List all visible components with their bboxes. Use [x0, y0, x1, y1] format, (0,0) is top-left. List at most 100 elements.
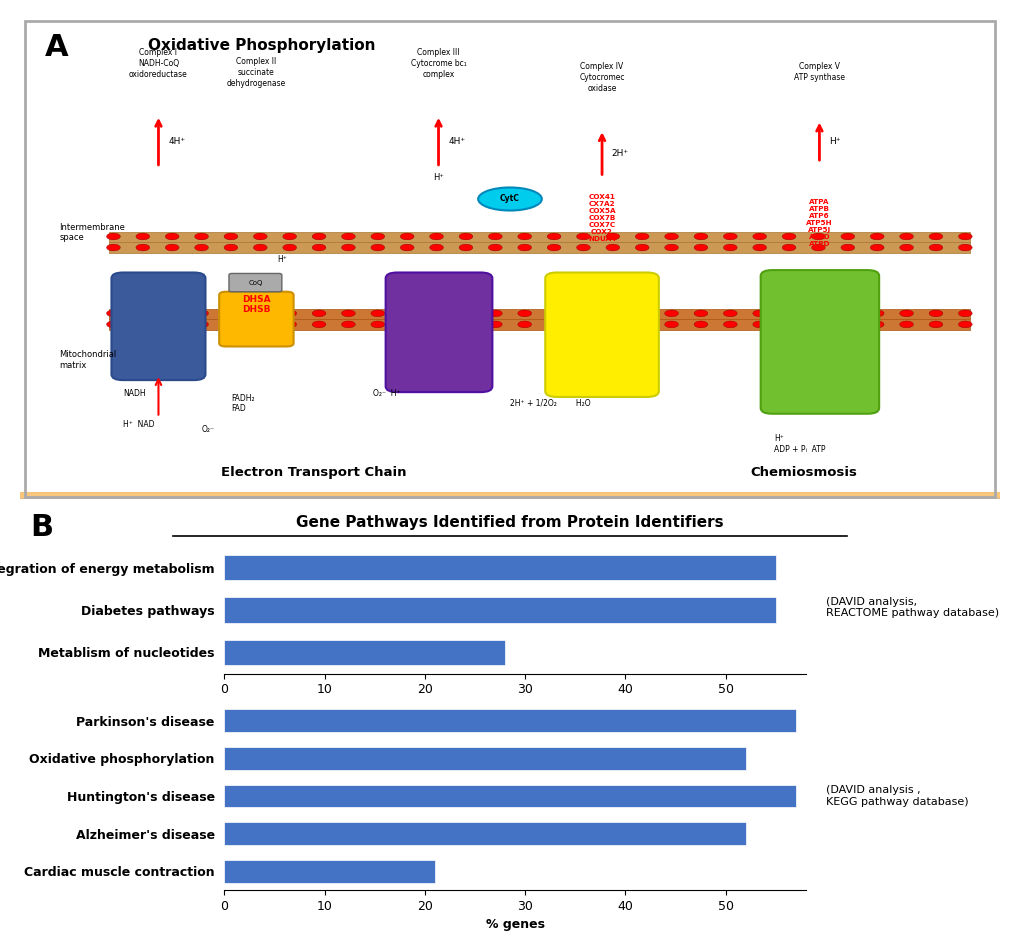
Circle shape: [576, 310, 590, 317]
Bar: [20, 495, 999, 497]
Text: ATPA
ATPB
ATP6
ATP5H
ATP5J
ATPO
ATPD: ATPA ATPB ATP6 ATP5H ATP5J ATPO ATPD: [805, 199, 832, 247]
Bar: [20, 494, 999, 496]
Circle shape: [282, 321, 297, 328]
Bar: [20, 495, 999, 498]
Bar: [20, 496, 999, 499]
Circle shape: [341, 244, 355, 251]
Text: O₂⁻: O₂⁻: [202, 425, 214, 434]
Circle shape: [869, 310, 883, 317]
Bar: [20, 494, 999, 496]
Bar: [20, 494, 999, 496]
Text: Complex I
NADH-CoQ
oxidoreductase: Complex I NADH-CoQ oxidoreductase: [129, 48, 187, 79]
Circle shape: [165, 233, 179, 240]
Bar: [20, 495, 999, 498]
Circle shape: [459, 244, 473, 251]
Bar: [20, 495, 999, 498]
Circle shape: [605, 244, 620, 251]
Bar: [224, 860, 434, 883]
Bar: [20, 494, 999, 496]
Circle shape: [312, 244, 326, 251]
Text: Complex II
succinate
dehydrogenase: Complex II succinate dehydrogenase: [226, 57, 285, 89]
FancyBboxPatch shape: [219, 292, 293, 347]
Bar: [20, 495, 999, 498]
Text: CytC: CytC: [499, 194, 520, 203]
Bar: [224, 747, 745, 770]
Bar: [20, 495, 999, 498]
Text: (DAVID analysis,
REACTOME pathway database): (DAVID analysis, REACTOME pathway databa…: [825, 597, 999, 618]
Bar: [20, 494, 999, 496]
Circle shape: [899, 244, 913, 251]
Bar: [20, 494, 999, 497]
Circle shape: [165, 244, 179, 251]
Bar: [20, 495, 999, 497]
Bar: [20, 495, 999, 498]
Bar: [20, 495, 999, 499]
Circle shape: [371, 321, 384, 328]
Circle shape: [958, 321, 971, 328]
Bar: [20, 494, 999, 497]
Text: Intermembrane
space: Intermembrane space: [59, 223, 125, 242]
Text: A: A: [45, 33, 68, 62]
Circle shape: [312, 321, 326, 328]
Circle shape: [165, 310, 179, 317]
Bar: [20, 493, 999, 496]
Circle shape: [106, 310, 120, 317]
Bar: [20, 494, 999, 497]
Text: H⁺
ADP + Pᵢ  ATP: H⁺ ADP + Pᵢ ATP: [773, 434, 825, 454]
Text: H⁺: H⁺: [828, 137, 840, 146]
Bar: [20, 495, 999, 499]
Bar: [20, 495, 999, 498]
Circle shape: [958, 310, 971, 317]
Circle shape: [282, 310, 297, 317]
Circle shape: [605, 233, 620, 240]
Text: 2H⁺: 2H⁺: [611, 149, 629, 158]
Circle shape: [312, 310, 326, 317]
Circle shape: [253, 233, 267, 240]
Bar: [20, 495, 999, 497]
Bar: [20, 495, 999, 498]
Bar: [20, 495, 999, 498]
Bar: [20, 495, 999, 497]
Text: FADH₂
FAD: FADH₂ FAD: [230, 394, 255, 413]
Circle shape: [782, 233, 795, 240]
Bar: [20, 495, 999, 499]
Bar: [20, 495, 999, 497]
Text: B: B: [31, 513, 54, 543]
Bar: [20, 495, 999, 499]
Bar: [20, 495, 999, 498]
Bar: [20, 495, 999, 497]
Circle shape: [136, 244, 150, 251]
Bar: [20, 493, 999, 496]
Circle shape: [635, 321, 648, 328]
Bar: [20, 495, 999, 497]
Bar: [20, 496, 999, 499]
Bar: [20, 495, 999, 498]
Circle shape: [664, 310, 678, 317]
Circle shape: [195, 233, 208, 240]
Circle shape: [664, 233, 678, 240]
Circle shape: [224, 321, 237, 328]
Bar: [20, 495, 999, 499]
Circle shape: [224, 244, 237, 251]
Circle shape: [782, 310, 795, 317]
Circle shape: [928, 233, 942, 240]
Circle shape: [371, 244, 384, 251]
Circle shape: [635, 244, 648, 251]
Circle shape: [840, 310, 854, 317]
Circle shape: [782, 321, 795, 328]
Circle shape: [253, 321, 267, 328]
Bar: [224, 785, 795, 807]
Circle shape: [752, 244, 766, 251]
Circle shape: [546, 321, 560, 328]
Bar: [20, 494, 999, 497]
Bar: [20, 493, 999, 496]
Bar: [20, 493, 999, 496]
Circle shape: [518, 244, 531, 251]
Bar: [20, 495, 999, 499]
Bar: [20, 495, 999, 499]
Bar: [20, 495, 999, 498]
Circle shape: [399, 321, 414, 328]
Bar: [20, 494, 999, 497]
Circle shape: [869, 244, 883, 251]
Circle shape: [399, 244, 414, 251]
